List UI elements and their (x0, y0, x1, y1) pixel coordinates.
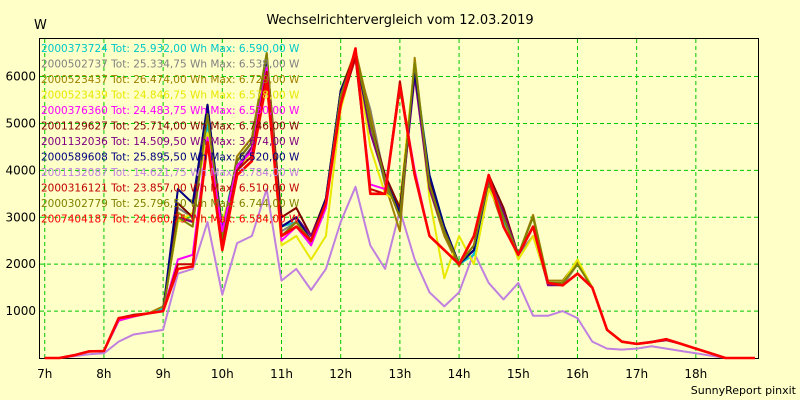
series-line (44, 47, 755, 360)
y-tick-label: 5000 (5, 116, 36, 130)
legend-entry: 2000523437 Tot: 26.474,00 Wh Max: 6.729,… (41, 74, 300, 86)
x-tick-label: 16h (566, 367, 589, 381)
y-tick-label: 3000 (5, 210, 36, 224)
legend-entry: 2001132087 Tot: 14.621,75 Wh Max: 3.784,… (41, 167, 300, 179)
series-group (44, 47, 755, 360)
legend-entry: 2000376360 Tot: 24.483,75 Wh Max: 6.530,… (41, 105, 300, 117)
legend-entry: 2000523439 Tot: 24.846,75 Wh Max: 6.578,… (41, 90, 300, 102)
y-axis-unit: W (34, 18, 47, 33)
legend-entry: 2000589608 Tot: 25.895,50 Wh Max: 6.520,… (41, 152, 300, 164)
x-tick-label: 15h (507, 367, 530, 381)
x-tick-label: 10h (211, 367, 234, 381)
x-axis-ticks: 7h 8h 9h 10h 11h 12h 13h 14h 15h 16h 17h 18h (37, 367, 707, 381)
legend-entry: 2001132036 Tot: 14.509,50 Wh Max: 3.674,… (41, 136, 300, 148)
y-axis-ticks: 1000 2000 3000 4000 5000 6000 (5, 70, 36, 319)
x-tick-label: 12h (329, 367, 352, 381)
x-tick-label: 17h (625, 367, 648, 381)
legend-entry: 2000316121 Tot: 23.857,00 Wh Max: 6.510,… (41, 183, 300, 195)
legend-entry: 2007404187 Tot: 24.660,75 Wh Max: 6.584,… (41, 214, 300, 226)
legend: 2000373724 Tot: 25.932,00 Wh Max: 6.590,… (41, 43, 300, 226)
y-tick-label: 2000 (5, 257, 36, 271)
legend-entry: 2001129627 Tot: 25.714,00 Wh Max: 6.746,… (41, 121, 300, 133)
x-tick-label: 11h (270, 367, 293, 381)
legend-entry: 2000302779 Tot: 25.796,50 Wh Max: 6.744,… (41, 198, 300, 210)
y-tick-label: 4000 (5, 163, 36, 177)
y-tick-label: 1000 (5, 304, 36, 318)
y-tick-label: 6000 (5, 70, 36, 84)
legend-entry: 2000373724 Tot: 25.932,00 Wh Max: 6.590,… (41, 43, 300, 55)
footer-credit: SunnyReport pinxit (691, 384, 797, 397)
x-tick-label: 18h (684, 367, 707, 381)
x-tick-label: 7h (37, 367, 52, 381)
chart-title: Wechselrichtervergleich vom 12.03.2019 (266, 13, 533, 28)
x-tick-label: 14h (448, 367, 471, 381)
x-tick-label: 9h (155, 367, 170, 381)
x-tick-label: 8h (96, 367, 111, 381)
x-tick-label: 13h (388, 367, 411, 381)
legend-entry: 2000502737 Tot: 25.334,75 Wh Max: 6.538,… (41, 59, 300, 71)
